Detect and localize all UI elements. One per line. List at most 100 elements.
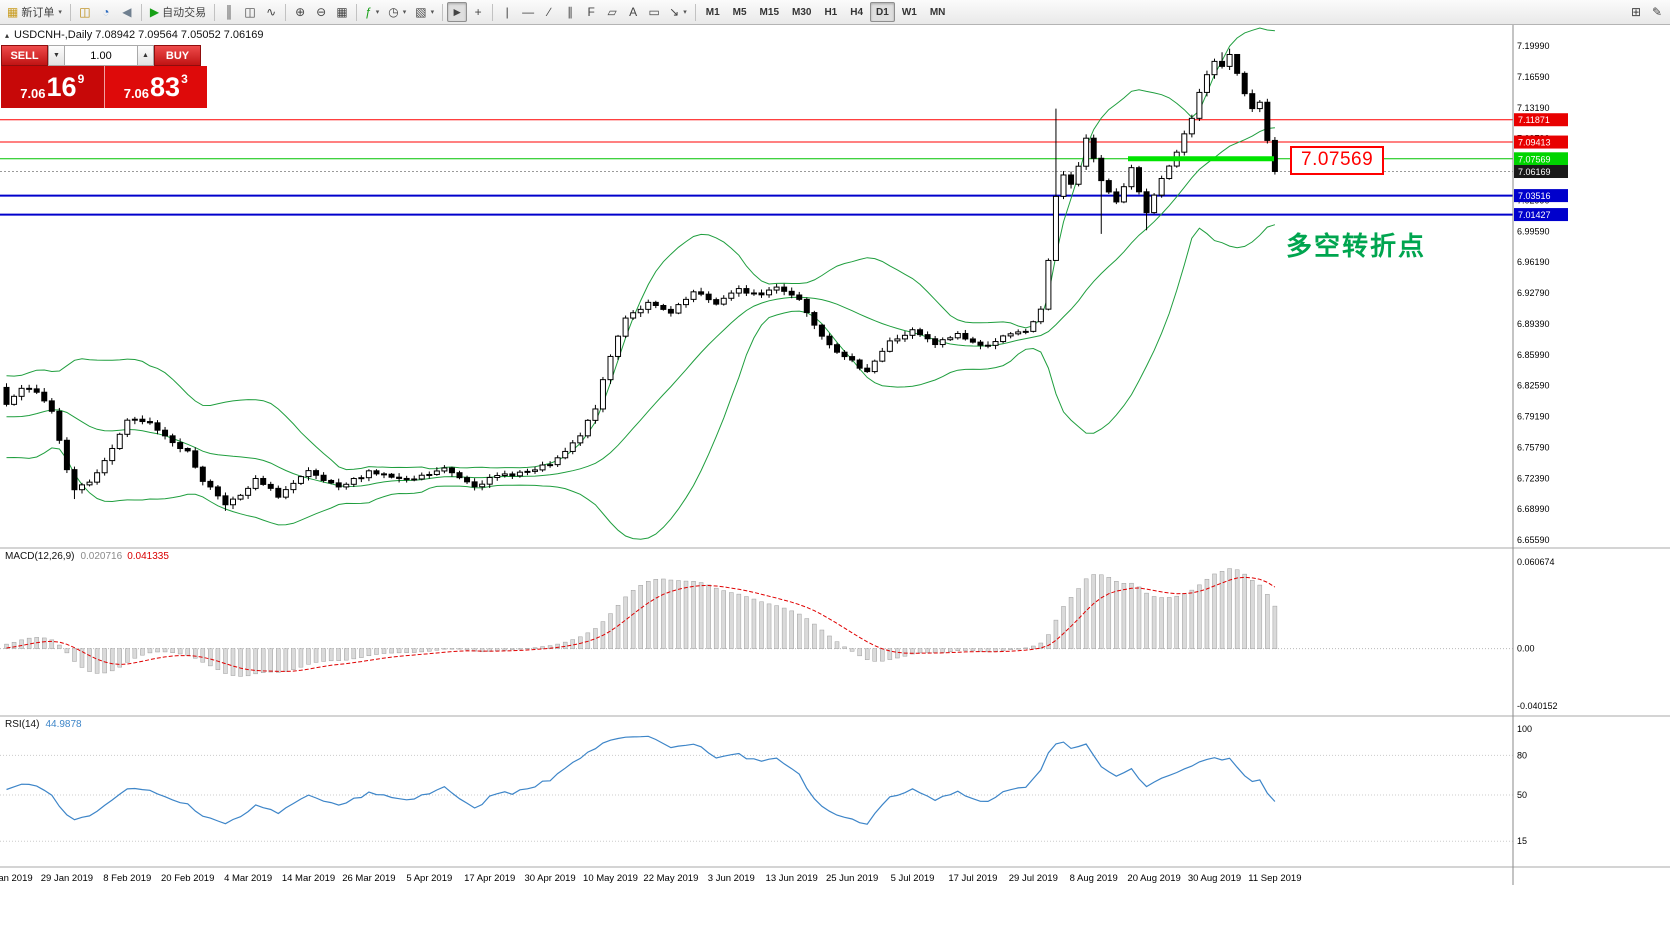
svg-text:13 Jun 2019: 13 Jun 2019 [766,873,818,884]
price-chart-canvas[interactable]: 7.199907.165907.131907.097907.063907.029… [0,25,1670,944]
svg-text:6.99590: 6.99590 [1517,226,1550,236]
alert-sound-icon: ◀ [122,5,132,19]
buy-button[interactable]: BUY [154,45,201,66]
horizontal-line-button[interactable]: — [518,2,538,22]
svg-text:30 Apr 2019: 30 Apr 2019 [524,873,575,884]
crosshair-button[interactable]: + [468,2,488,22]
svg-text:4 Mar 2019: 4 Mar 2019 [224,873,272,884]
svg-text:25 Jun 2019: 25 Jun 2019 [826,873,878,884]
periods-button[interactable]: ◷ ▾ [384,2,410,22]
svg-text:10 May 2019: 10 May 2019 [583,873,638,884]
zoom-out-icon: ⊖ [316,5,327,19]
shapes-button[interactable]: ▱ [602,2,622,22]
caret-down-icon: ▾ [402,9,407,16]
svg-text:6.82590: 6.82590 [1517,381,1550,391]
rsi-indicator-label: RSI(14) 44.9878 [5,719,82,730]
buy-price-figure: 7.06 [123,86,150,101]
sell-button[interactable]: SELL [1,45,48,66]
docking-button[interactable]: ⊞ [1626,2,1646,22]
line-chart-button[interactable]: ∿ [261,2,281,22]
text-button[interactable]: A [623,2,643,22]
indicators-button[interactable]: ƒ ▾ [361,2,383,22]
crosshair-icon: + [474,5,482,19]
zoom-in-icon: ⊕ [295,5,306,19]
svg-text:3 Jun 2019: 3 Jun 2019 [708,873,755,884]
cursor-button[interactable]: ► [447,2,468,22]
tile-windows-button[interactable]: ▦ [332,2,352,22]
timeframe-w1-button[interactable]: W1 [901,6,917,18]
chart-background [0,25,1670,944]
fibonacci-button[interactable]: F [581,2,601,22]
profiles-icon: ◔ [102,5,110,19]
timeframe-mn-button[interactable]: MN [929,6,946,18]
toolbar-separator [214,3,216,21]
new-order-icon: ▦ [7,5,19,19]
toolbar-separator [69,3,71,21]
periods-icon: ◷ [388,5,399,19]
svg-text:6.72390: 6.72390 [1517,473,1550,483]
alert-sound-button[interactable]: ◀ [117,2,137,22]
caret-down-icon: ▾ [375,9,380,16]
equidistant-channel-icon: ∥ [567,5,574,19]
macd-panel [4,568,1278,677]
chart-window-button[interactable]: ◫ [75,2,95,22]
volume-input[interactable] [65,45,137,66]
macd-signal-line [6,576,1276,672]
candlestick-chart-button[interactable]: ◫ [240,2,260,22]
svg-text:11 Sep 2019: 11 Sep 2019 [1248,873,1301,884]
toolbar-separator [356,3,358,21]
chart-arrow-icon: ▴ [5,30,10,40]
timeframe-m1-button[interactable]: M1 [705,6,720,18]
cursor-icon: ► [451,5,464,19]
svg-text:6.85990: 6.85990 [1517,350,1550,360]
zoom-in-button[interactable]: ⊕ [290,2,310,22]
buy-price-button[interactable]: 7.06 83 3 [104,66,207,108]
svg-text:6.75790: 6.75790 [1517,442,1550,452]
svg-text:7.01427: 7.01427 [1518,210,1551,220]
fibonacci-icon: F [587,5,595,19]
timeframe-m30-button[interactable]: M30 [792,6,812,18]
svg-text:8 Aug 2019: 8 Aug 2019 [1070,873,1118,884]
zoom-out-button[interactable]: ⊖ [311,2,331,22]
vertical-line-button[interactable]: | [497,2,517,22]
candlesticks [3,48,1278,511]
macd-signal-value: 0.041335 [127,551,169,562]
vertical-line-icon: | [505,5,509,19]
svg-text:7.16590: 7.16590 [1517,72,1550,82]
pencil-button[interactable]: ✎ [1647,2,1667,22]
auto-trading-button[interactable]: ▶ 自动交易 [146,2,210,22]
sell-price-figure: 7.06 [20,86,46,101]
timeframe-m15-button[interactable]: M15 [759,6,779,18]
svg-text:20 Aug 2019: 20 Aug 2019 [1127,873,1180,884]
svg-text:100: 100 [1517,724,1532,734]
text-label-button[interactable]: ▭ [644,2,664,22]
arrows-button[interactable]: ↘ ▾ [665,2,691,22]
templates-button[interactable]: ▧ ▾ [411,2,438,22]
equidistant-channel-button[interactable]: ∥ [560,2,580,22]
svg-text:15: 15 [1517,836,1527,846]
svg-text:6.79190: 6.79190 [1517,412,1550,422]
svg-text:6.65590: 6.65590 [1517,535,1550,545]
svg-text:6.89390: 6.89390 [1517,319,1550,329]
toolbar-separator [140,3,142,21]
caret-down-icon: ▾ [58,9,62,16]
new-order-button[interactable]: ▦ 新订单 ▾ [3,2,66,22]
price-tags: 7.11871 7.09413 7.07569 7.06169 7.03516 7.014… [1514,113,1568,222]
sell-price-point: 9 [77,72,85,86]
svg-text:80: 80 [1517,750,1527,760]
volume-decrease-button[interactable]: ▼ [48,45,65,66]
svg-text:5 Apr 2019: 5 Apr 2019 [406,873,452,884]
profiles-button[interactable]: ◔ [96,2,116,22]
bar-chart-button[interactable]: ║ [219,2,239,22]
svg-text:7.13190: 7.13190 [1517,103,1550,113]
sell-price-button[interactable]: 7.06 16 9 [1,66,105,108]
volume-increase-button[interactable]: ▲ [137,45,154,66]
line-chart-icon: ∿ [266,5,277,19]
timeframe-h4-button[interactable]: H4 [850,6,864,18]
timeframe-m5-button[interactable]: M5 [732,6,747,18]
rsi-name: RSI(14) [5,719,40,730]
trendline-button[interactable]: ∕ [539,2,559,22]
timeframe-d1-button[interactable]: D1 [870,2,895,22]
timeframe-h1-button[interactable]: H1 [824,6,838,18]
pencil-icon: ✎ [1651,5,1663,19]
